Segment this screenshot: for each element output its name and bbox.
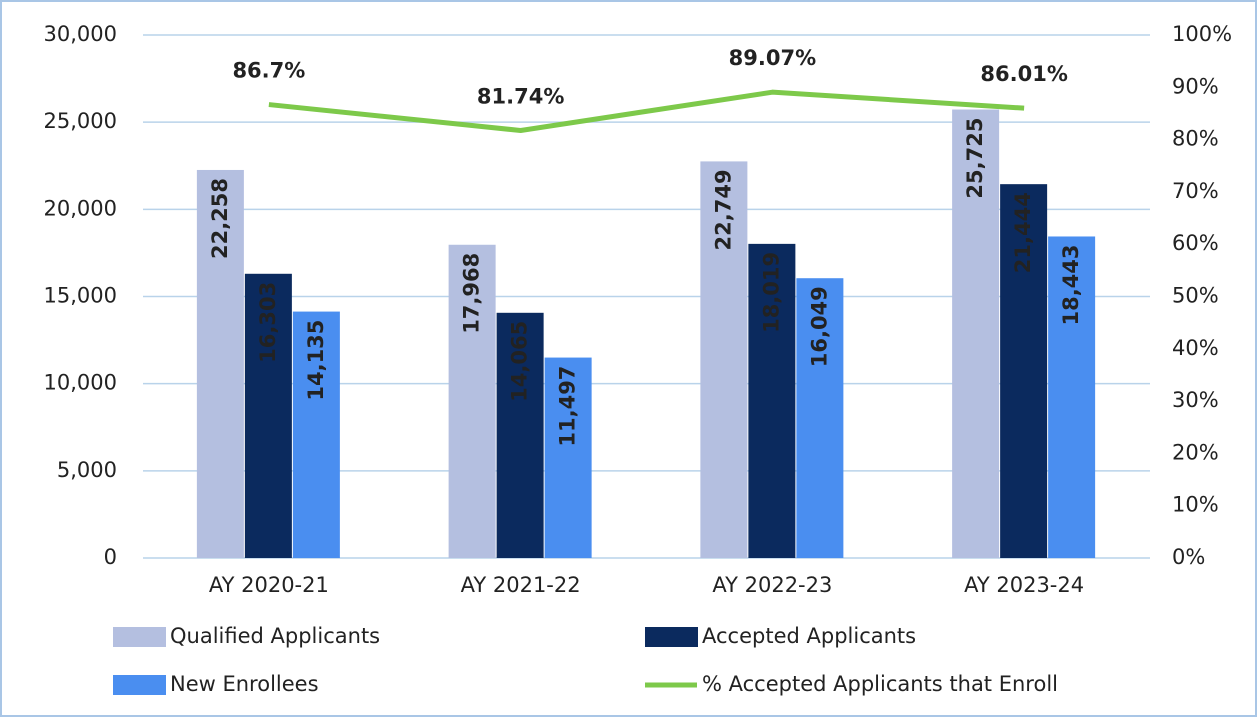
x-tick-label: AY 2022-23: [712, 573, 832, 597]
line-value-label: 86.01%: [980, 62, 1067, 86]
bar-value-label: 22,749: [711, 169, 735, 250]
bar: [496, 312, 544, 558]
y-tick-label: 20,000: [44, 196, 117, 220]
y-tick-label: 5,000: [57, 458, 117, 482]
line-value-label: 86.7%: [232, 59, 305, 83]
y2-tick-label: 70%: [1172, 179, 1219, 203]
bar: [796, 278, 844, 558]
bar: [292, 311, 340, 558]
bar: [448, 244, 496, 558]
y2-tick-label: 10%: [1172, 493, 1219, 517]
legend-label: % Accepted Applicants that Enroll: [702, 672, 1058, 696]
y2-tick-label: 50%: [1172, 284, 1219, 308]
x-tick-label: AY 2021-22: [461, 573, 581, 597]
y2-tick-label: 90%: [1172, 74, 1219, 98]
bar-value-label: 14,135: [304, 320, 328, 401]
bar: [1000, 184, 1048, 558]
y2-tick-label: 20%: [1172, 440, 1219, 464]
bar-value-label: 17,968: [460, 253, 484, 334]
y-tick-label: 10,000: [44, 371, 117, 395]
bar-value-label: 21,444: [1011, 192, 1035, 273]
legend-swatch: [645, 627, 698, 647]
line-value-label: 89.07%: [729, 46, 816, 70]
y2-tick-label: 0%: [1172, 545, 1205, 569]
bar-value-label: 18,443: [1059, 244, 1083, 325]
bar: [1048, 236, 1096, 558]
legend-swatch: [113, 675, 166, 695]
bar-value-label: 16,303: [256, 282, 280, 363]
legend-swatch: [113, 627, 166, 647]
y-tick-label: 0: [104, 545, 117, 569]
x-tick-label: AY 2020-21: [209, 573, 329, 597]
legend-label: New Enrollees: [170, 672, 319, 696]
y2-tick-label: 100%: [1172, 22, 1232, 46]
y2-tick-label: 60%: [1172, 231, 1219, 255]
bar-value-label: 22,258: [208, 178, 232, 259]
bar-value-label: 16,049: [807, 286, 831, 367]
bar-value-label: 25,725: [963, 118, 987, 199]
y2-tick-label: 40%: [1172, 336, 1219, 360]
line-series: [268, 89, 1025, 133]
bar: [196, 169, 244, 558]
x-tick-label: AY 2023-24: [964, 573, 1084, 597]
bar-value-label: 11,497: [556, 366, 580, 447]
bar-value-label: 18,019: [759, 252, 783, 333]
y-tick-label: 15,000: [44, 284, 117, 308]
y2-tick-label: 30%: [1172, 388, 1219, 412]
y2-tick-label: 80%: [1172, 127, 1219, 151]
bar: [748, 243, 796, 558]
line-value-label: 81.74%: [477, 84, 564, 108]
bar: [244, 273, 292, 558]
bar: [952, 109, 1000, 558]
y-tick-label: 25,000: [44, 109, 117, 133]
bar: [544, 357, 592, 558]
legend-label: Qualified Applicants: [170, 624, 380, 648]
legend-label: Accepted Applicants: [702, 624, 916, 648]
bar-value-label: 14,065: [508, 321, 532, 402]
bar: [700, 161, 748, 558]
y-tick-label: 30,000: [44, 22, 117, 46]
